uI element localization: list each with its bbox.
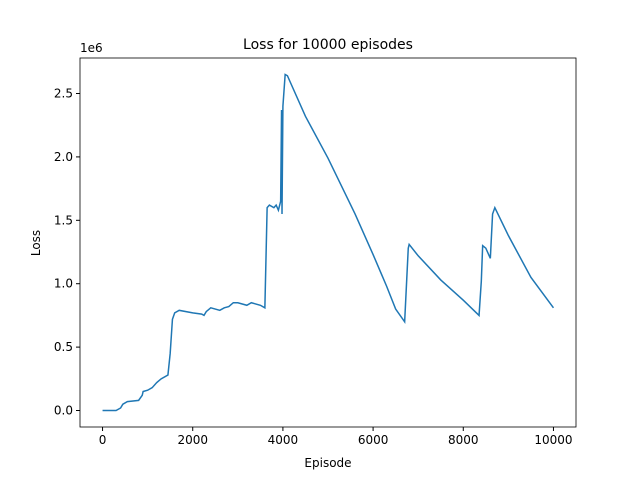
y-tick-label: 2.0 <box>54 150 73 164</box>
x-axis-label: Episode <box>304 456 351 470</box>
x-tick-label: 2000 <box>177 433 208 447</box>
x-tick-label: 6000 <box>358 433 389 447</box>
x-tick-label: 8000 <box>448 433 479 447</box>
x-tick-label: 10000 <box>534 433 572 447</box>
plot-frame <box>79 57 577 428</box>
line-series <box>102 73 555 412</box>
y-axis-label: Loss <box>29 230 43 256</box>
y-tick-label: 0.0 <box>54 404 73 418</box>
y-tick-label: 0.5 <box>54 340 73 354</box>
y-tick-label: 1.0 <box>54 277 73 291</box>
x-tick-label: 0 <box>99 433 107 447</box>
x-tick-label: 4000 <box>268 433 299 447</box>
y-tick-label: 1.5 <box>54 213 73 227</box>
y-offset-text: 1e6 <box>80 41 103 55</box>
chart-title: Loss for 10000 episodes <box>243 37 413 53</box>
y-tick-label: 2.5 <box>54 87 73 101</box>
